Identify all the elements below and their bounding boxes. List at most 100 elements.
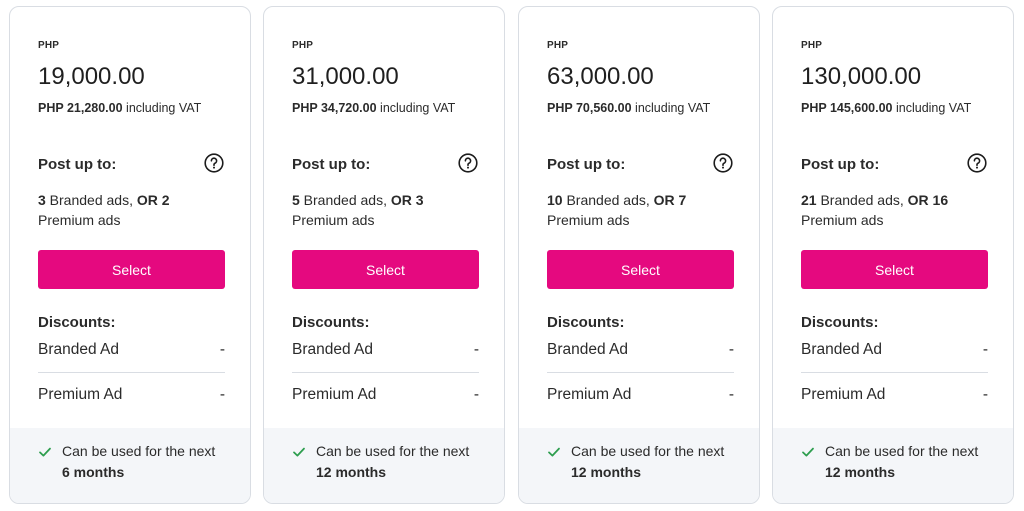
vat-suffix: including VAT — [892, 101, 972, 115]
select-button[interactable]: Select — [801, 250, 988, 289]
discount-value: - — [219, 341, 225, 358]
price-including-vat: PHP 145,600.00 including VAT — [801, 101, 971, 115]
plan-price: 130,000.00 — [801, 63, 922, 90]
divider — [38, 372, 225, 373]
discount-value: - — [473, 341, 479, 358]
discount-row: Branded Ad - — [38, 340, 225, 360]
post-up-to-title: Post up to: — [292, 156, 371, 173]
vat-amount: PHP 21,280.00 — [38, 101, 123, 115]
validity-text: Can be used for the next — [825, 443, 979, 459]
premium-text: Premium ads — [801, 212, 884, 228]
help-icon[interactable] — [967, 153, 987, 173]
discount-row: Branded Ad - — [292, 340, 479, 360]
validity-duration: 12 months — [316, 464, 387, 480]
price-including-vat: PHP 70,560.00 including VAT — [547, 101, 710, 115]
plan-price: 63,000.00 — [547, 63, 654, 90]
discount-label: Premium Ad — [547, 386, 632, 403]
plan-price: 31,000.00 — [292, 63, 399, 90]
validity-duration: 12 months — [825, 464, 896, 480]
branded-count: 3 — [38, 192, 46, 208]
ad-quota: 3 Branded ads, OR 2 Premium ads — [38, 190, 228, 230]
validity-footer: Can be used for the next 12 months — [519, 428, 759, 503]
select-button[interactable]: Select — [292, 250, 479, 289]
discounts-title: Discounts: — [801, 314, 879, 331]
validity-footer: Can be used for the next 12 months — [773, 428, 1013, 503]
branded-count: 5 — [292, 192, 300, 208]
discount-value: - — [728, 341, 734, 358]
discount-label: Premium Ad — [38, 386, 123, 403]
divider — [547, 372, 734, 373]
discount-row: Premium Ad - — [547, 385, 734, 405]
select-button[interactable]: Select — [547, 250, 734, 289]
currency-label: PHP — [801, 40, 823, 51]
discount-value: - — [219, 386, 225, 403]
discount-label: Premium Ad — [292, 386, 377, 403]
currency-label: PHP — [292, 40, 314, 51]
check-icon — [39, 447, 51, 457]
check-icon — [802, 447, 814, 457]
validity-duration: 6 months — [62, 464, 125, 480]
help-icon[interactable] — [713, 153, 733, 173]
premium-text: Premium ads — [38, 212, 121, 228]
price-including-vat: PHP 21,280.00 including VAT — [38, 101, 201, 115]
premium-or-count: OR 3 — [390, 192, 424, 208]
post-up-to-title: Post up to: — [547, 156, 626, 173]
plan-card: PHP 63,000.00 PHP 70,560.00 including VA… — [518, 6, 760, 504]
branded-count: 21 — [801, 192, 817, 208]
branded-count: 10 — [547, 192, 563, 208]
validity-duration: 12 months — [571, 464, 642, 480]
vat-suffix: including VAT — [122, 101, 202, 115]
check-icon — [293, 447, 305, 457]
ad-quota: 5 Branded ads, OR 3 Premium ads — [292, 190, 482, 230]
discount-label: Branded Ad — [38, 341, 120, 358]
discount-label: Branded Ad — [547, 341, 629, 358]
vat-amount: PHP 34,720.00 — [292, 101, 377, 115]
ad-quota: 21 Branded ads, OR 16 Premium ads — [801, 190, 991, 230]
validity-text: Can be used for the next — [62, 443, 216, 459]
check-icon — [548, 447, 560, 457]
premium-or-count: OR 16 — [907, 192, 949, 208]
select-button[interactable]: Select — [38, 250, 225, 289]
premium-or-count: OR 7 — [653, 192, 687, 208]
validity-footer: Can be used for the next 12 months — [264, 428, 504, 503]
divider — [801, 372, 988, 373]
discount-row: Premium Ad - — [801, 385, 988, 405]
validity-footer: Can be used for the next 6 months — [10, 428, 250, 503]
vat-amount: PHP 145,600.00 — [801, 101, 893, 115]
discounts-title: Discounts: — [38, 314, 116, 331]
discounts-title: Discounts: — [547, 314, 625, 331]
discount-label: Branded Ad — [801, 341, 883, 358]
help-icon[interactable] — [458, 153, 478, 173]
validity-text: Can be used for the next — [316, 443, 470, 459]
post-up-to-title: Post up to: — [38, 156, 117, 173]
branded-text: Branded ads, — [816, 192, 908, 208]
premium-or-count: OR 2 — [136, 192, 170, 208]
discount-row: Branded Ad - — [547, 340, 734, 360]
discount-value: - — [728, 386, 734, 403]
branded-text: Branded ads, — [299, 192, 391, 208]
discount-row: Premium Ad - — [38, 385, 225, 405]
post-up-to-title: Post up to: — [801, 156, 880, 173]
vat-amount: PHP 70,560.00 — [547, 101, 632, 115]
discount-label: Branded Ad — [292, 341, 374, 358]
discounts-title: Discounts: — [292, 314, 370, 331]
branded-text: Branded ads, — [45, 192, 137, 208]
discount-row: Premium Ad - — [292, 385, 479, 405]
vat-suffix: including VAT — [631, 101, 711, 115]
discount-label: Premium Ad — [801, 386, 886, 403]
discount-value: - — [982, 386, 988, 403]
plan-card: PHP 31,000.00 PHP 34,720.00 including VA… — [263, 6, 505, 504]
currency-label: PHP — [38, 40, 60, 51]
discount-row: Branded Ad - — [801, 340, 988, 360]
premium-text: Premium ads — [292, 212, 375, 228]
plan-card: PHP 130,000.00 PHP 145,600.00 including … — [772, 6, 1014, 504]
validity-text: Can be used for the next — [571, 443, 725, 459]
premium-text: Premium ads — [547, 212, 630, 228]
divider — [292, 372, 479, 373]
discount-value: - — [473, 386, 479, 403]
currency-label: PHP — [547, 40, 569, 51]
help-icon[interactable] — [204, 153, 224, 173]
ad-quota: 10 Branded ads, OR 7 Premium ads — [547, 190, 737, 230]
price-including-vat: PHP 34,720.00 including VAT — [292, 101, 455, 115]
plan-price: 19,000.00 — [38, 63, 145, 90]
